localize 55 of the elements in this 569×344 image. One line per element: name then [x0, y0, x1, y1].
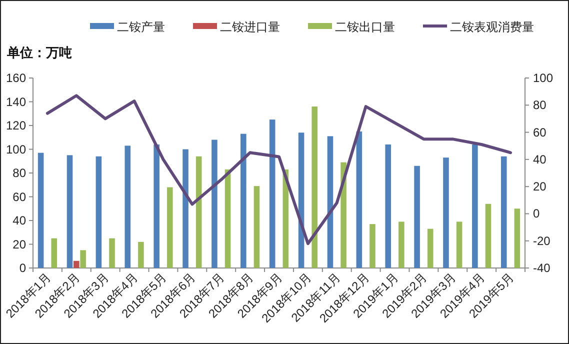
y2-tick-label: 0 [533, 206, 540, 221]
bar [38, 152, 44, 268]
legend-label: 二铵进口量 [220, 20, 280, 34]
bar [414, 166, 420, 268]
y2-tick-label: 60 [533, 125, 547, 140]
bar [182, 149, 188, 268]
bar [138, 242, 144, 268]
bar [51, 238, 58, 268]
bar [427, 228, 434, 268]
y-tick-label: 60 [12, 190, 26, 204]
y2-tick-label: -20 [533, 234, 551, 248]
bar [514, 208, 520, 268]
bar [385, 144, 391, 268]
legend-label: 二铵产量 [117, 20, 165, 34]
bar [254, 186, 260, 268]
line-series [46, 94, 512, 246]
y-tick-label: 140 [6, 94, 26, 109]
bar [485, 204, 492, 268]
bar [356, 131, 362, 268]
bar [96, 156, 102, 268]
bar [196, 156, 202, 268]
y-tick-label: 120 [6, 118, 26, 132]
bar [167, 187, 173, 268]
bar [340, 162, 346, 268]
y-tick-label: 100 [6, 142, 26, 156]
bar [224, 169, 231, 268]
bar [80, 250, 86, 268]
bar [472, 144, 478, 268]
legend-label: 二铵出口量 [335, 20, 395, 34]
y-tick-label: 80 [12, 166, 26, 180]
y2-tick-label: 80 [533, 98, 547, 112]
bar [66, 155, 73, 268]
bar [443, 158, 449, 268]
y2-tick-label: -40 [533, 261, 551, 275]
bar [109, 238, 115, 268]
bar [269, 120, 276, 268]
bar [398, 222, 404, 268]
y-tick-label: 20 [12, 237, 26, 252]
bar [154, 144, 160, 268]
bar [240, 134, 246, 268]
y2-tick-label: 20 [533, 180, 547, 194]
bar [370, 224, 376, 268]
bar [212, 140, 218, 268]
bar [456, 222, 462, 268]
bar [312, 106, 318, 268]
text: 单位：万吨 [6, 45, 72, 60]
y-tick-label: 0 [19, 261, 26, 275]
y2-tick-label: 100 [533, 71, 554, 85]
bar [124, 146, 131, 268]
legend-label: 二铵表观消费量 [450, 20, 534, 34]
y2-tick-label: 40 [533, 152, 547, 166]
y-tick-label: 40 [12, 214, 26, 228]
bar [327, 136, 334, 268]
bar [500, 156, 507, 268]
y-tick-label: 160 [6, 71, 26, 85]
